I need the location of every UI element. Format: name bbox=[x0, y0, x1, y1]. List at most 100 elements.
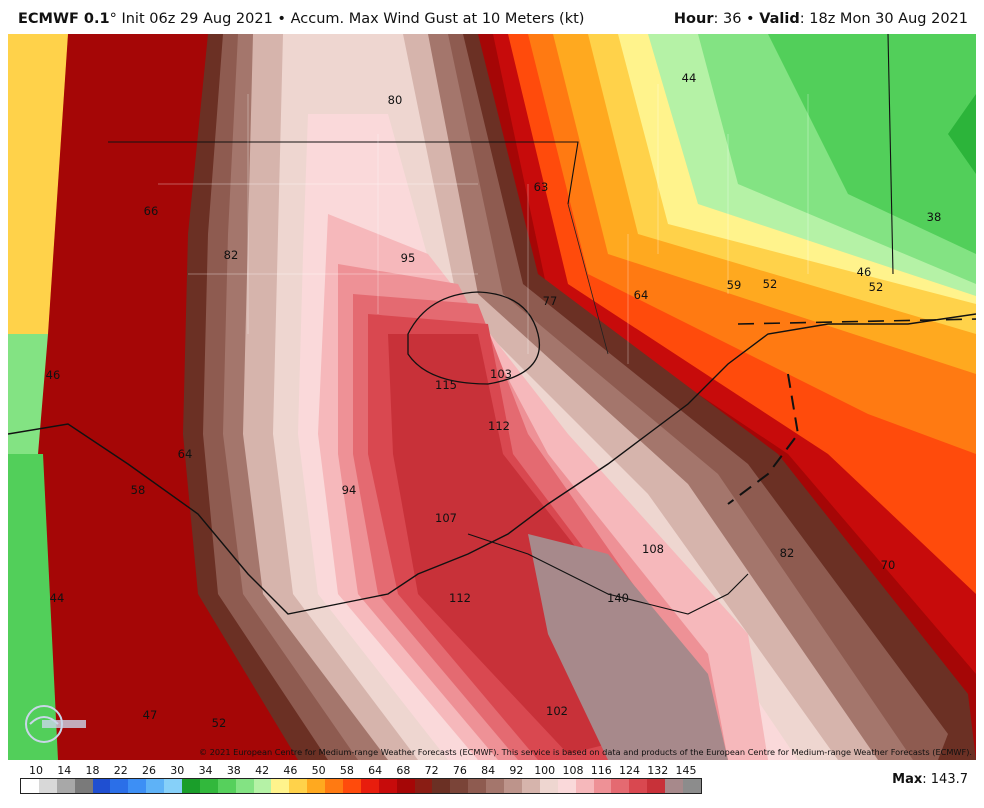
legend-tick-label: 34 bbox=[198, 764, 213, 777]
legend-swatch bbox=[56, 779, 75, 793]
gust-value-label: 115 bbox=[435, 378, 457, 392]
gust-value-label: 44 bbox=[49, 591, 65, 605]
legend-tick-label: 72 bbox=[424, 764, 439, 777]
legend-swatch bbox=[378, 779, 397, 793]
legend-swatch bbox=[343, 779, 361, 793]
legend-tick-label: 58 bbox=[339, 764, 354, 777]
legend-swatch bbox=[468, 779, 487, 793]
weatherbell-logo-icon bbox=[22, 702, 92, 746]
max-value: Max: 143.7 bbox=[892, 772, 968, 787]
legend-swatch bbox=[486, 779, 505, 793]
legend-swatch bbox=[557, 779, 576, 793]
gust-value-label: 52 bbox=[868, 280, 884, 294]
gust-value-label: 64 bbox=[177, 447, 193, 461]
legend-swatch bbox=[271, 779, 290, 793]
legend-tick-label: 116 bbox=[590, 764, 612, 777]
forecast-time: Hour: 36 • Valid: 18z Mon 30 Aug 2021 bbox=[674, 11, 968, 27]
legend-swatch bbox=[611, 779, 630, 793]
legend-tick-label: 108 bbox=[562, 764, 584, 777]
legend-tick-label: 92 bbox=[509, 764, 524, 777]
legend-tick-label: 26 bbox=[142, 764, 157, 777]
max-label: Max bbox=[892, 772, 923, 787]
wind-gust-map[interactable]: 80 44 63 66 38 82 95 46 52 59 52 64 77 4… bbox=[8, 34, 976, 760]
legend-swatch bbox=[414, 779, 433, 793]
legend-tick-label: 42 bbox=[255, 764, 270, 777]
gust-value-label: 140 bbox=[607, 591, 629, 605]
valid-value: : 18z Mon 30 Aug 2021 bbox=[799, 11, 968, 27]
legend-tick-label: 46 bbox=[283, 764, 298, 777]
gust-value-label: 46 bbox=[45, 368, 61, 382]
legend-swatch bbox=[289, 779, 308, 793]
legend-swatch bbox=[593, 779, 612, 793]
legend-swatch bbox=[450, 779, 469, 793]
legend-swatch bbox=[396, 779, 415, 793]
gust-value-label: 102 bbox=[546, 704, 568, 718]
legend-tick-label: 38 bbox=[226, 764, 241, 777]
gust-value-label: 38 bbox=[926, 210, 942, 224]
gust-value-label: 46 bbox=[856, 265, 872, 279]
legend-tick-label: 100 bbox=[534, 764, 556, 777]
model-name: ECMWF 0.1 bbox=[18, 11, 110, 27]
legend-tick-label: 132 bbox=[647, 764, 669, 777]
legend-swatch bbox=[21, 779, 39, 793]
legend-tick-label: 84 bbox=[481, 764, 496, 777]
gust-value-label: 64 bbox=[633, 288, 649, 302]
gust-value-label: 82 bbox=[779, 546, 795, 560]
gust-value-label: 63 bbox=[533, 180, 549, 194]
legend-tick-label: 14 bbox=[57, 764, 72, 777]
legend-color-bar bbox=[20, 778, 702, 794]
color-legend: 10 14 18 22 26 30 34 38 42 46 50 58 64 68 72 76 84 92 100 1… bbox=[20, 762, 702, 802]
legend-swatch bbox=[146, 779, 165, 793]
legend-swatch bbox=[38, 779, 57, 793]
wind-gust-field bbox=[8, 34, 976, 760]
legend-tick-label: 30 bbox=[170, 764, 185, 777]
legend-swatch bbox=[164, 779, 183, 793]
gust-value-label: 112 bbox=[449, 591, 471, 605]
legend-swatch bbox=[92, 779, 111, 793]
legend-swatch bbox=[199, 779, 218, 793]
legend-tick-label: 68 bbox=[396, 764, 411, 777]
gust-value-label: 52 bbox=[211, 716, 227, 730]
legend-tick-label: 76 bbox=[452, 764, 467, 777]
gust-value-label: 112 bbox=[488, 419, 510, 433]
legend-swatch bbox=[647, 779, 666, 793]
legend-tick-label: 50 bbox=[311, 764, 326, 777]
legend-tick-label: 10 bbox=[29, 764, 43, 777]
gust-value-label: 80 bbox=[387, 93, 403, 107]
legend-swatch bbox=[360, 779, 379, 793]
gust-value-label: 107 bbox=[435, 511, 457, 525]
legend-swatch bbox=[74, 779, 93, 793]
init-description: Init 06z 29 Aug 2021 • Accum. Max Wind G… bbox=[116, 11, 585, 27]
hour-label: Hour bbox=[673, 11, 714, 27]
gust-value-label: 58 bbox=[130, 483, 146, 497]
gust-value-label: 44 bbox=[681, 71, 697, 85]
legend-swatch bbox=[629, 779, 648, 793]
legend-swatch bbox=[217, 779, 236, 793]
max-number: : 143.7 bbox=[922, 772, 968, 787]
gust-value-label: 66 bbox=[143, 204, 159, 218]
legend-swatch bbox=[307, 779, 326, 793]
legend-swatch bbox=[504, 779, 522, 793]
legend-tick-label: 18 bbox=[85, 764, 100, 777]
gust-value-label: 82 bbox=[223, 248, 239, 262]
legend-swatch bbox=[235, 779, 254, 793]
legend-swatch bbox=[110, 779, 129, 793]
legend-swatch bbox=[128, 779, 147, 793]
legend-tick-label: 22 bbox=[113, 764, 128, 777]
gust-value-label: 52 bbox=[762, 277, 778, 291]
gust-value-label: 95 bbox=[400, 251, 416, 265]
legend-swatch bbox=[253, 779, 272, 793]
legend-swatch bbox=[325, 779, 344, 793]
legend-swatch bbox=[521, 779, 540, 793]
gust-value-label: 77 bbox=[542, 294, 558, 308]
data-credit: © 2021 European Centre for Medium-range … bbox=[198, 747, 972, 757]
legend-tick-label: 64 bbox=[368, 764, 383, 777]
legend-swatch bbox=[182, 779, 200, 793]
hour-value: : 36 • bbox=[713, 11, 760, 27]
gust-value-label: 94 bbox=[341, 483, 357, 497]
legend-swatch bbox=[575, 779, 594, 793]
legend-swatch bbox=[682, 779, 701, 793]
legend-swatch bbox=[432, 779, 451, 793]
legend-tick-label: 145 bbox=[675, 764, 697, 777]
valid-label: Valid bbox=[759, 11, 800, 27]
